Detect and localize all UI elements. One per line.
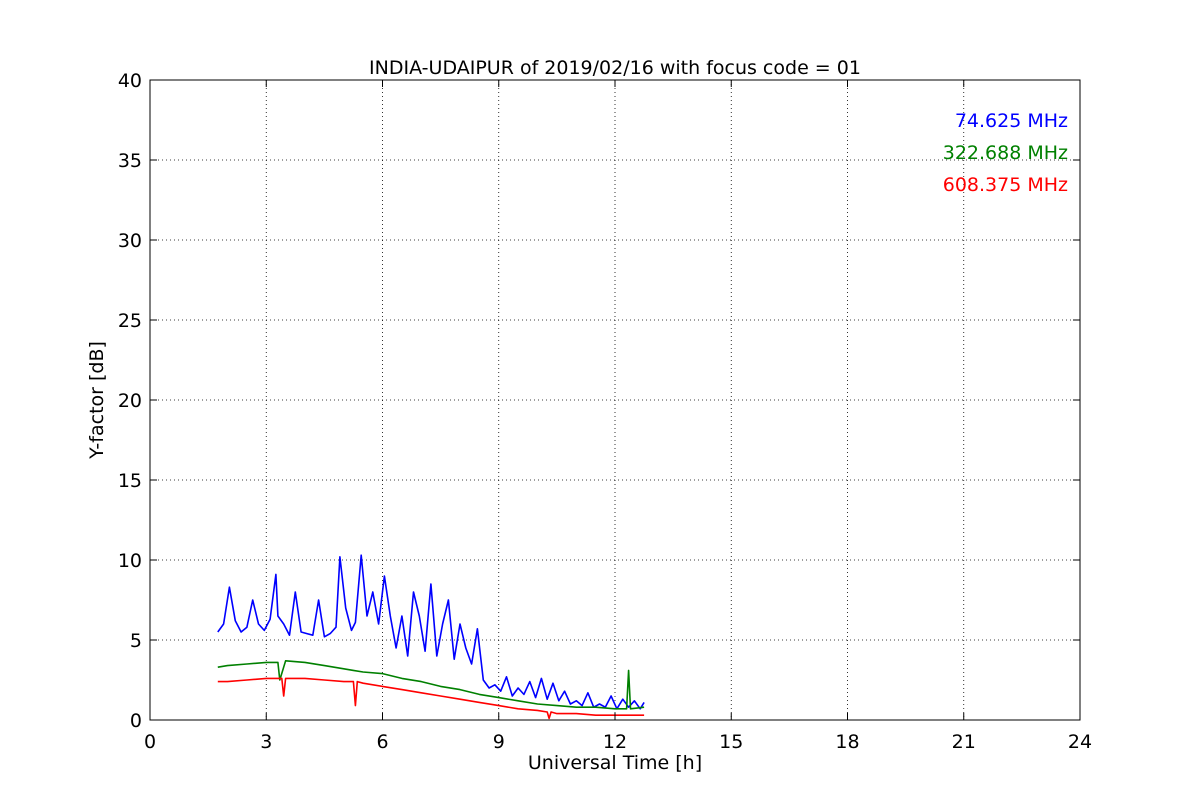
grid: [150, 80, 1080, 720]
x-tick-label: 18: [835, 731, 859, 753]
x-tick-label: 12: [603, 731, 627, 753]
x-tick-label: 9: [493, 731, 505, 753]
x-tick-label: 0: [144, 731, 156, 753]
y-axis-label: Y-factor [dB]: [86, 341, 108, 460]
legend-entry-1: 322.688 MHz: [943, 142, 1068, 164]
series-line-1: [217, 659, 645, 710]
y-tick-label: 0: [130, 710, 142, 732]
legend: 74.625 MHz 322.688 MHz 608.375 MHz: [943, 110, 1068, 196]
tick-layer: 0 3 6 9 12 15 18 21 24 0 5 10 15 20 25 30 35 40: [118, 70, 1092, 753]
y-tick-label: 5: [130, 630, 142, 652]
x-tick-label: 21: [952, 731, 976, 753]
legend-entry-0: 74.625 MHz: [955, 110, 1068, 132]
y-tick-label: 35: [118, 150, 142, 172]
x-tick-label: 3: [260, 731, 272, 753]
y-tick-label: 40: [118, 70, 142, 92]
x-tick-label: 15: [719, 731, 743, 753]
y-tick-label: 20: [118, 390, 142, 412]
x-tick-label: 6: [376, 731, 388, 753]
series-line-2: [217, 677, 645, 720]
series-line-0: [217, 554, 645, 710]
legend-entry-2: 608.375 MHz: [943, 174, 1068, 196]
y-tick-label: 25: [118, 310, 142, 332]
y-tick-label: 15: [118, 470, 142, 492]
y-tick-label: 10: [118, 550, 142, 572]
x-tick-label: 24: [1068, 731, 1092, 753]
x-axis-label: Universal Time [h]: [528, 752, 702, 774]
chart-title: INDIA-UDAIPUR of 2019/02/16 with focus c…: [369, 57, 861, 79]
series-layer: [217, 554, 645, 720]
y-tick-label: 30: [118, 230, 142, 252]
